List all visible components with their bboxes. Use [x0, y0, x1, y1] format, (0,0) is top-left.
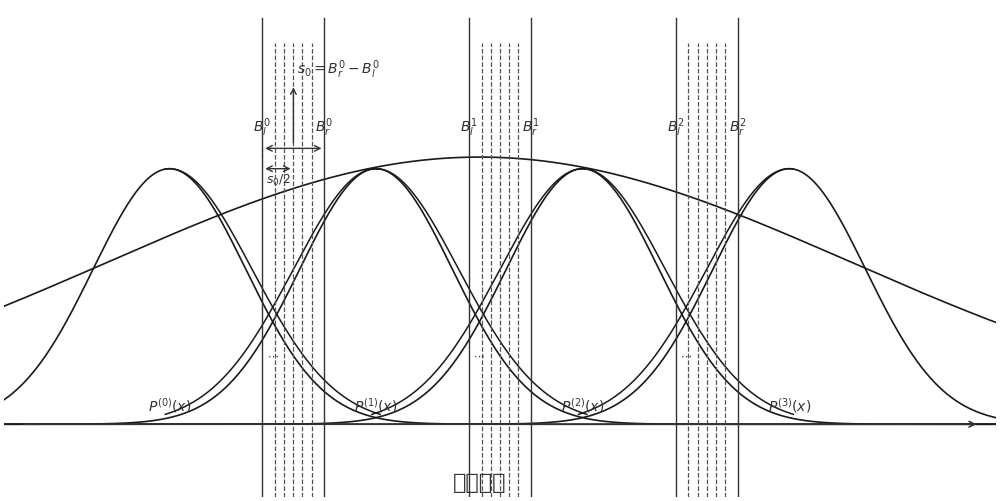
Text: $B_r^1$: $B_r^1$ [522, 116, 540, 139]
Text: $B_l^2$: $B_l^2$ [667, 116, 684, 139]
Text: $s_0/2$: $s_0/2$ [266, 173, 290, 188]
Text: $\cdots$: $\cdots$ [473, 350, 485, 360]
Text: $\cdots$: $\cdots$ [267, 350, 279, 360]
Text: $B_l^0$: $B_l^0$ [253, 116, 271, 139]
Text: $B_l^1$: $B_l^1$ [460, 116, 478, 139]
Text: $B_r^0$: $B_r^0$ [315, 116, 333, 139]
Text: $s_0 = B_r^0 - B_l^0$: $s_0 = B_r^0 - B_l^0$ [297, 58, 380, 81]
Text: 阁値电压: 阁値电压 [453, 472, 506, 492]
Text: $B_r^2$: $B_r^2$ [729, 116, 746, 139]
Text: $P^{(1)}(x)$: $P^{(1)}(x)$ [354, 395, 398, 414]
Text: $P^{(3)}(x)$: $P^{(3)}(x)$ [768, 395, 811, 414]
Text: $P^{(0)}(x)$: $P^{(0)}(x)$ [148, 395, 191, 414]
Text: $\cdots$: $\cdots$ [680, 350, 692, 360]
Text: $P^{(2)}(x)$: $P^{(2)}(x)$ [561, 395, 604, 414]
